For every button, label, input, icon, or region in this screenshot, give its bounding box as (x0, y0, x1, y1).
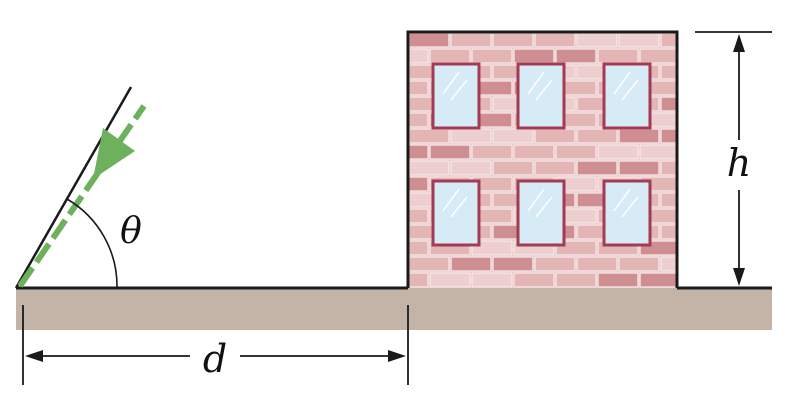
height-arrowhead-bottom (733, 268, 745, 286)
brick (450, 256, 492, 272)
brick (534, 160, 576, 176)
brick (513, 48, 555, 64)
brick (576, 128, 618, 144)
brick (555, 48, 597, 64)
distance-dimension: d (22, 305, 409, 385)
brick (450, 160, 492, 176)
window (516, 179, 566, 247)
building-outline (406, 30, 679, 288)
distance-arrowhead-left (25, 350, 43, 362)
brick (408, 32, 450, 48)
brick (408, 208, 429, 224)
brick (555, 240, 597, 256)
brick (534, 256, 576, 272)
brick (492, 160, 534, 176)
brick (597, 144, 639, 160)
brick (408, 112, 429, 128)
brick (450, 32, 492, 48)
brick (534, 32, 576, 48)
brick (408, 272, 429, 288)
ground (16, 288, 772, 330)
window (602, 179, 652, 247)
brick (471, 48, 513, 64)
brick (660, 224, 677, 240)
brick (660, 96, 677, 112)
brick (639, 144, 677, 160)
arrowhead-down-left-icon (93, 128, 135, 179)
brick (660, 128, 677, 144)
brick (618, 128, 660, 144)
brick (408, 160, 450, 176)
brick (639, 272, 677, 288)
brick (660, 32, 677, 48)
window (431, 179, 481, 247)
brick (618, 160, 660, 176)
brick (639, 48, 677, 64)
brick (471, 144, 513, 160)
windows (431, 62, 652, 247)
brick (660, 64, 677, 80)
brick (576, 160, 618, 176)
brick (471, 272, 513, 288)
brick (429, 144, 471, 160)
brick (555, 272, 597, 288)
brick (429, 272, 471, 288)
height-dimension: h (695, 31, 772, 286)
brick-pattern (408, 32, 677, 288)
angle-arc (66, 198, 118, 289)
brick (408, 80, 429, 96)
height-label: h (727, 141, 751, 185)
brick (576, 256, 618, 272)
brick (660, 192, 677, 208)
launch-line (14, 86, 133, 289)
brick (492, 256, 534, 272)
brick (471, 240, 513, 256)
brick (597, 272, 639, 288)
window (516, 62, 566, 130)
building (406, 30, 679, 288)
brick (597, 48, 639, 64)
window (602, 62, 652, 130)
brick (408, 48, 429, 64)
angle-label: θ (120, 211, 142, 252)
brick (660, 160, 677, 176)
projectile-ray (17, 104, 147, 288)
distance-label: d (203, 337, 227, 381)
brick (450, 128, 492, 144)
brick (408, 144, 429, 160)
distance-arrowhead-right (388, 350, 406, 362)
brick (408, 240, 429, 256)
brick (576, 32, 618, 48)
brick (618, 32, 660, 48)
brick (660, 256, 677, 272)
brick (618, 256, 660, 272)
brick (513, 144, 555, 160)
brick (555, 144, 597, 160)
brick (492, 128, 534, 144)
brick (513, 272, 555, 288)
height-arrowhead-top (733, 34, 745, 52)
brick (408, 176, 429, 192)
brick (492, 32, 534, 48)
brick (534, 128, 576, 144)
brick (408, 128, 450, 144)
brick (408, 256, 450, 272)
brick (429, 48, 471, 64)
window (431, 62, 481, 130)
